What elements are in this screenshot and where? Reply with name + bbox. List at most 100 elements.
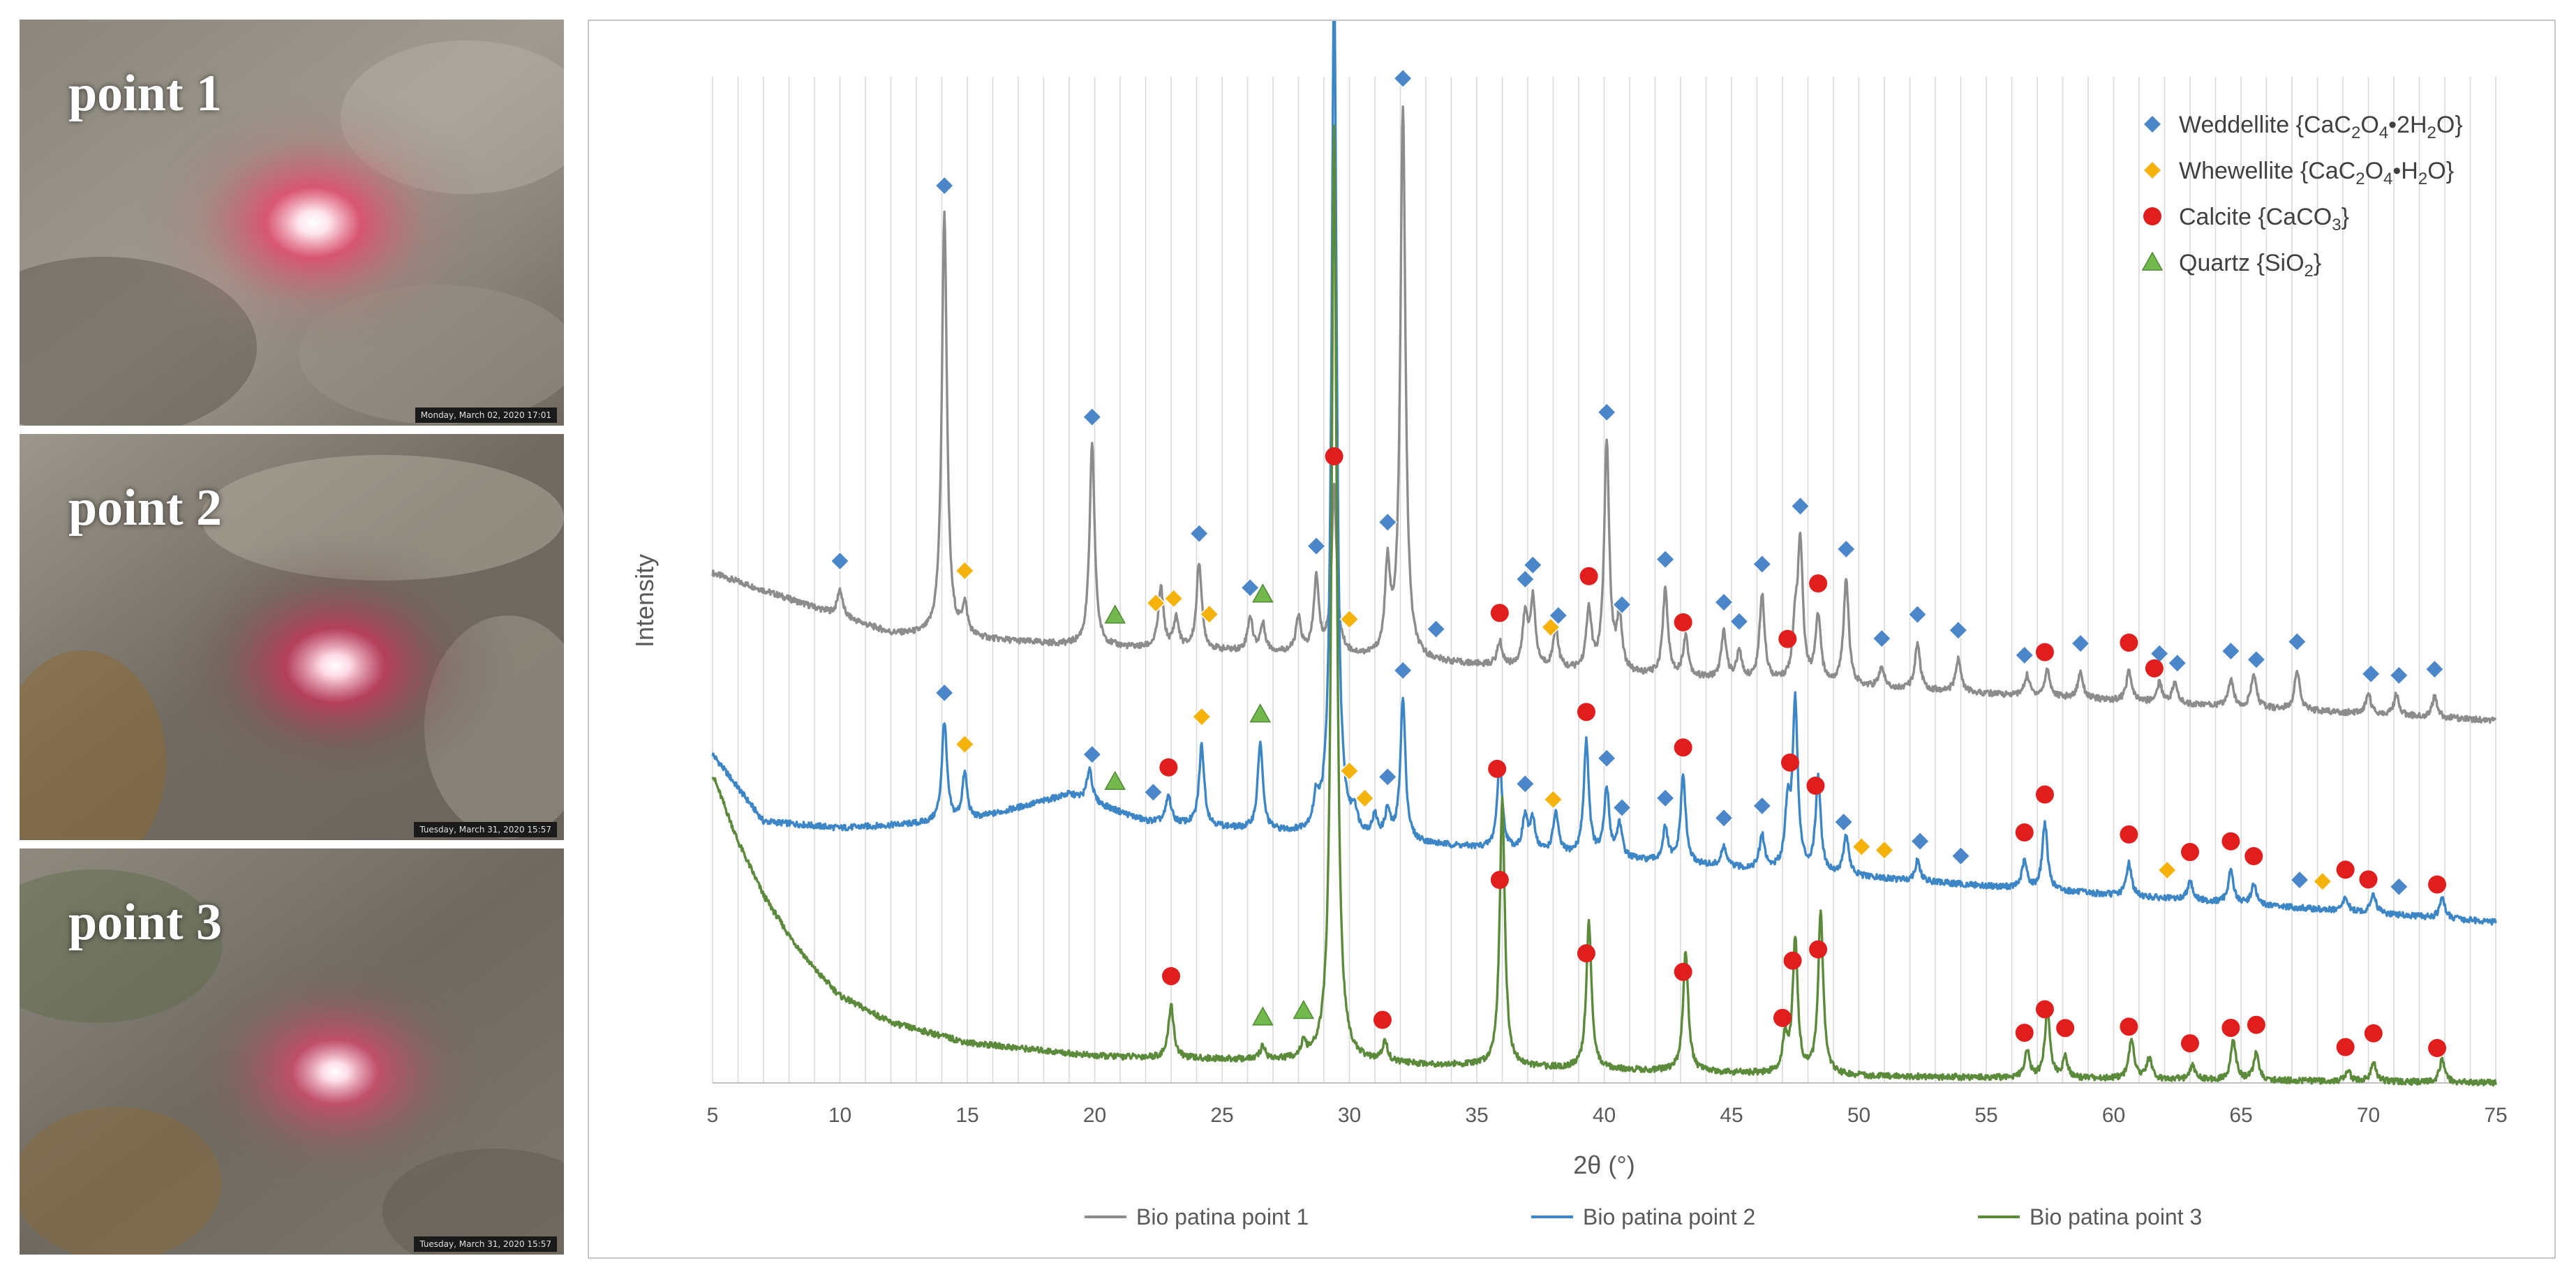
photo-point-1-image	[20, 20, 564, 426]
formula-part: O	[2365, 158, 2383, 184]
calcite-marker	[1373, 1010, 1392, 1029]
series-legend-label: Bio patina point 1	[1136, 1204, 1309, 1229]
calcite-legend-marker	[2143, 207, 2161, 225]
weddellite-marker	[2389, 876, 2409, 897]
formula-part: SiO	[2265, 250, 2305, 276]
weddellite-marker	[2221, 641, 2241, 661]
whewellite-marker	[1874, 840, 1895, 860]
formula-part: CaCO	[2266, 204, 2332, 230]
photo-label: point 2	[68, 479, 223, 537]
phase-legend: Weddellite {CaC2O4•2H2O} Whewellite {CaC 2…	[2141, 112, 2463, 281]
photo-timestamp: Monday, March 02, 2020 17:01	[415, 407, 557, 423]
legend-label-weddellite: Weddellite {CaC2O4•2H2O}	[2179, 112, 2463, 142]
legend-label-calcite: Calcite {CaCO3}	[2179, 204, 2349, 234]
photo-panel: point 1 Monday, March 02, 2020 17:01	[20, 20, 564, 1259]
formula-subscript: 2	[2418, 170, 2427, 188]
weddellite-marker	[1752, 554, 1772, 574]
calcite-marker	[1783, 951, 1802, 970]
weddellite-marker	[1713, 592, 1734, 613]
y-axis-title: Intensity	[630, 554, 659, 648]
weddellite-marker	[1240, 578, 1260, 598]
whewellite-marker	[1852, 837, 1872, 857]
calcite-marker	[2336, 860, 2355, 879]
formula-subscript: 2	[2305, 262, 2314, 281]
series-legend: Bio patina point 1 Bio patina point 2 Bio …	[1085, 1204, 2202, 1229]
weddellite-marker	[1833, 812, 1854, 832]
x-tick-label: 5	[707, 1104, 719, 1127]
series-line-point-2	[711, 21, 2497, 926]
weddellite-marker	[830, 551, 850, 571]
weddellite-marker	[1872, 629, 1892, 649]
x-tick-label: 65	[2229, 1104, 2252, 1127]
legend-name: Calcite {	[2179, 204, 2266, 230]
calcite-marker	[2336, 1038, 2355, 1056]
phase-markers	[830, 68, 2447, 1058]
weddellite-marker	[1752, 795, 1772, 816]
weddellite-marker	[1655, 788, 1676, 808]
weddellite-marker	[1655, 549, 1676, 569]
whewellite-marker	[1339, 609, 1360, 629]
x-tick-label: 10	[828, 1104, 851, 1127]
series-line-point-1	[711, 105, 2497, 724]
calcite-marker	[2244, 847, 2263, 866]
series-legend-label: Bio patina point 2	[1583, 1204, 1755, 1229]
weddellite-marker	[1611, 798, 1632, 818]
weddellite-marker	[2389, 665, 2409, 685]
legend-name: Weddellite {	[2179, 112, 2304, 138]
legend-name: Whewellite {	[2179, 158, 2308, 184]
formula-subscript: 4	[2379, 124, 2388, 142]
calcite-marker	[2181, 843, 2199, 862]
x-tick-labels: 5 10 15 20 25 30 35 40 45 50 55 60 65 70 75	[707, 1104, 2508, 1127]
formula-part: •H	[2392, 158, 2418, 184]
calcite-marker	[1579, 567, 1598, 585]
x-tick-label: 35	[1465, 1104, 1488, 1127]
xrd-chart-svg: 5 10 15 20 25 30 35 40 45 50 55 60 65 70 75 2θ (°) Inten…	[630, 21, 2508, 1229]
calcite-marker	[2035, 643, 2054, 661]
calcite-marker	[1780, 753, 1799, 772]
formula-close: }	[2342, 204, 2349, 230]
weddellite-marker	[1082, 407, 1102, 427]
calcite-marker	[2359, 870, 2378, 889]
formula-part: •2H	[2388, 112, 2427, 138]
photo-label: point 1	[68, 65, 223, 122]
weddellite-marker	[2246, 650, 2266, 670]
weddellite-marker	[1790, 496, 1810, 516]
formula-subscript: 2	[2427, 124, 2436, 142]
weddellite-marker	[1306, 536, 1327, 556]
weddellite-marker	[2070, 634, 2091, 654]
quartz-marker	[1252, 583, 1274, 603]
weddellite-marker	[1948, 620, 1968, 641]
whewellite-marker	[1199, 604, 1219, 624]
calcite-marker	[2035, 785, 2054, 804]
formula-subscript: 4	[2383, 170, 2392, 188]
x-tick-label: 45	[1720, 1104, 1743, 1127]
whewellite-marker	[1191, 707, 1212, 727]
weddellite-marker	[1426, 619, 1446, 639]
weddellite-marker	[1143, 782, 1163, 802]
whewellite-marker	[1543, 789, 1563, 809]
weddellite-marker	[1548, 605, 1568, 626]
weddellite-marker	[1611, 594, 1632, 615]
whewellite-legend-marker	[2142, 160, 2163, 181]
x-tick-label: 40	[1593, 1104, 1616, 1127]
formula-part: O	[2427, 158, 2445, 184]
formula-part: CaC	[2308, 158, 2355, 184]
whewellite-marker	[955, 560, 975, 581]
calcite-marker	[1488, 759, 1507, 778]
x-tick-label: 55	[1974, 1104, 1997, 1127]
legend-label-whewellite: Whewellite {CaC2O4•H2O}	[2179, 158, 2454, 188]
calcite-marker	[2035, 1000, 2054, 1019]
calcite-marker	[2428, 1039, 2447, 1058]
calcite-marker	[1325, 447, 1343, 465]
calcite-marker	[2247, 1015, 2265, 1034]
calcite-marker	[1778, 629, 1797, 648]
xrd-chart: 5 10 15 20 25 30 35 40 45 50 55 60 65 70 75 2θ (°) Inten…	[588, 20, 2556, 1259]
calcite-marker	[2181, 1034, 2199, 1053]
whewellite-marker	[1355, 788, 1375, 809]
quartz-marker	[1104, 604, 1126, 624]
weddellite-marker	[1597, 748, 1617, 768]
calcite-marker	[1577, 944, 1595, 963]
formula-subscript: 2	[2351, 124, 2360, 142]
weddellite-marker	[1515, 569, 1535, 590]
x-tick-label: 30	[1338, 1104, 1361, 1127]
